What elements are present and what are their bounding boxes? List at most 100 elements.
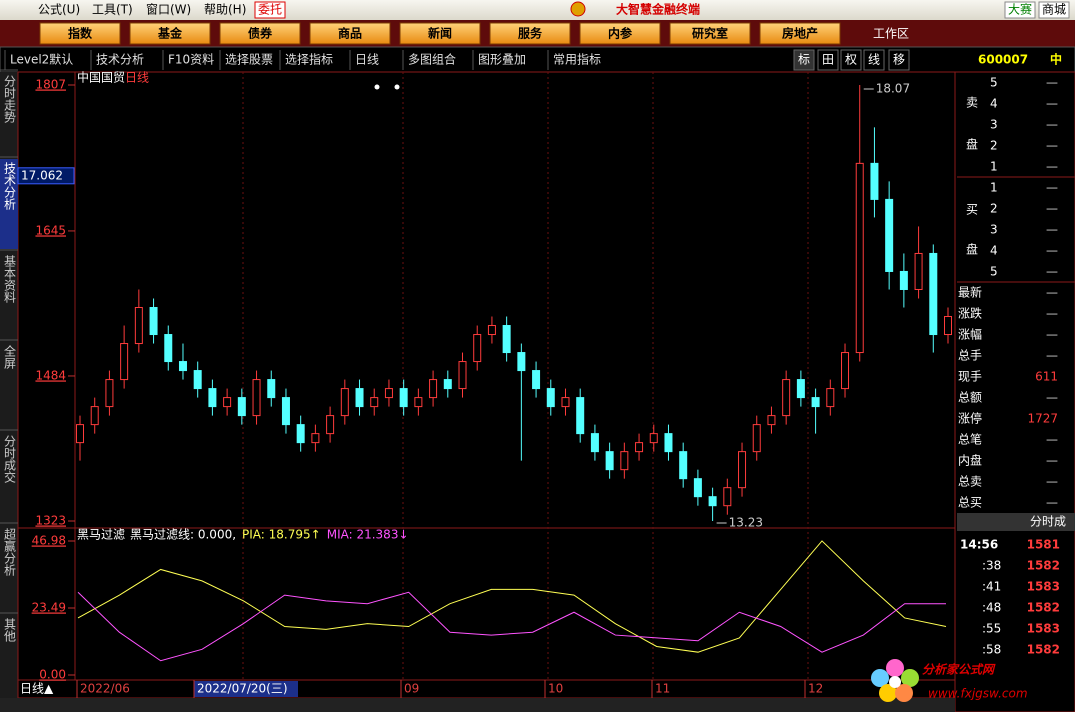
- candle-body: [649, 433, 658, 444]
- candle-body: [944, 316, 952, 336]
- candle-body: [414, 397, 423, 408]
- nav-label[interactable]: 指数: [68, 26, 93, 41]
- sell-value: —: [1046, 76, 1058, 90]
- menu-button[interactable]: [1038, 1, 1070, 19]
- nav-label[interactable]: 债券: [248, 26, 273, 41]
- candle-body: [782, 379, 791, 417]
- app-title: 大智慧金融终端: [616, 2, 700, 17]
- nav-button[interactable]: [579, 22, 661, 45]
- toolbar-item[interactable]: F10资料: [168, 53, 214, 67]
- sell-level: 4: [990, 97, 998, 111]
- y-tick-label: 1323: [35, 514, 66, 528]
- toolbar-item[interactable]: 选择股票: [225, 53, 273, 67]
- date-label: 2022/07/20(三): [197, 682, 288, 696]
- tool-box[interactable]: [817, 49, 839, 71]
- menu-button[interactable]: [1004, 1, 1036, 19]
- menu-right[interactable]: 大赛: [1008, 2, 1032, 17]
- nav-label[interactable]: 基金: [157, 26, 183, 41]
- tool[interactable]: 田: [822, 53, 834, 67]
- toolbar-item[interactable]: 技术分析: [96, 53, 144, 67]
- tick-time: :38: [982, 559, 1001, 573]
- cursor-label: 17.062: [21, 168, 63, 182]
- nav-button[interactable]: [669, 22, 751, 45]
- candle-body: [576, 397, 585, 435]
- candle-body: [679, 451, 688, 480]
- nav-label[interactable]: 研究室: [692, 26, 728, 41]
- nav-label[interactable]: 服务: [518, 26, 543, 41]
- candle-body: [384, 388, 393, 399]
- nav-label[interactable]: 新闻: [428, 26, 452, 41]
- date-label: 09: [404, 682, 419, 696]
- buy-value: —: [1046, 265, 1058, 279]
- tool-box[interactable]: [840, 49, 862, 71]
- candle-body: [796, 379, 805, 399]
- menu-item[interactable]: 帮助(H): [204, 3, 246, 17]
- toolbar-item[interactable]: 选择指标: [285, 52, 333, 67]
- buy-value: —: [1046, 223, 1058, 237]
- nav-button[interactable]: [309, 22, 391, 45]
- side-tab[interactable]: 分时走势: [3, 75, 17, 123]
- sell-value: —: [1046, 118, 1058, 132]
- indicator-legend: PIA: 18.795↑: [242, 528, 321, 542]
- nav-button[interactable]: [129, 22, 211, 45]
- logo-name: 分析家公式网: [922, 663, 996, 677]
- candle-body: [473, 334, 482, 363]
- toolbar-item[interactable]: Level2默认: [10, 52, 73, 67]
- y-tick-label: 1645: [35, 223, 66, 237]
- candle-body: [899, 270, 908, 290]
- stat-value: 611: [1035, 370, 1058, 384]
- candle-body: [267, 379, 276, 399]
- tool-box[interactable]: [793, 49, 815, 71]
- side-tab[interactable]: 基本资料: [3, 255, 17, 303]
- nav-label[interactable]: 商品: [338, 26, 362, 41]
- tool[interactable]: 移: [893, 53, 905, 67]
- menu-item[interactable]: 窗口(W): [146, 3, 191, 17]
- menu-right[interactable]: 商城: [1042, 2, 1066, 17]
- nav-button[interactable]: [489, 22, 571, 45]
- tool[interactable]: 线: [868, 53, 880, 67]
- tool[interactable]: 权: [845, 53, 857, 67]
- sell-label: 盘: [966, 137, 978, 152]
- candle-body: [590, 433, 599, 453]
- menu-item[interactable]: 公式(U): [38, 3, 80, 17]
- nav-button[interactable]: [399, 22, 481, 45]
- stat-value: —: [1046, 496, 1058, 510]
- tick-price: 1582: [1027, 559, 1060, 573]
- tool[interactable]: 标: [798, 53, 810, 67]
- toolbar-item[interactable]: 图形叠加: [478, 53, 526, 67]
- side-tab[interactable]: 其他: [3, 618, 17, 642]
- side-tab[interactable]: 超赢分析: [3, 527, 17, 577]
- candle-body: [193, 370, 202, 390]
- toolbar-item[interactable]: 常用指标: [553, 52, 601, 67]
- side-tab[interactable]: 技术分析: [3, 162, 17, 211]
- candle-body: [693, 478, 702, 498]
- workspace[interactable]: 工作区: [873, 27, 909, 41]
- stat-value: —: [1046, 328, 1058, 342]
- tool-box[interactable]: [863, 49, 885, 71]
- side-tab[interactable]: 分时成交: [3, 435, 17, 484]
- candle-body: [517, 352, 526, 372]
- candle-body: [605, 451, 614, 471]
- active-tab: [0, 159, 18, 249]
- nav-label[interactable]: 内参: [608, 26, 633, 41]
- nav-button[interactable]: [39, 22, 121, 45]
- tick-time: :48: [982, 601, 1001, 615]
- nav-button[interactable]: [759, 22, 841, 45]
- side-tab[interactable]: 全屏: [3, 344, 17, 370]
- buy-label: 盘: [966, 242, 978, 257]
- stat-label: 总笔: [958, 432, 982, 447]
- toolbar-item[interactable]: 日线: [355, 53, 379, 67]
- annotation: 13.23: [729, 516, 763, 530]
- y-tick-label: 1807: [35, 78, 66, 92]
- trade-button[interactable]: [254, 1, 286, 19]
- sell-level: 1: [990, 160, 998, 174]
- nav-button[interactable]: [219, 22, 301, 45]
- stat-value: —: [1046, 307, 1058, 321]
- trade-label[interactable]: 委托: [258, 3, 282, 17]
- toolbar-item[interactable]: 多图组合: [408, 52, 456, 67]
- tool-box[interactable]: [888, 49, 910, 71]
- candle-body: [164, 334, 173, 363]
- menu-item[interactable]: 工具(T): [92, 3, 133, 17]
- nav-label[interactable]: 房地产: [782, 26, 818, 41]
- period[interactable]: 日线▲: [20, 682, 54, 696]
